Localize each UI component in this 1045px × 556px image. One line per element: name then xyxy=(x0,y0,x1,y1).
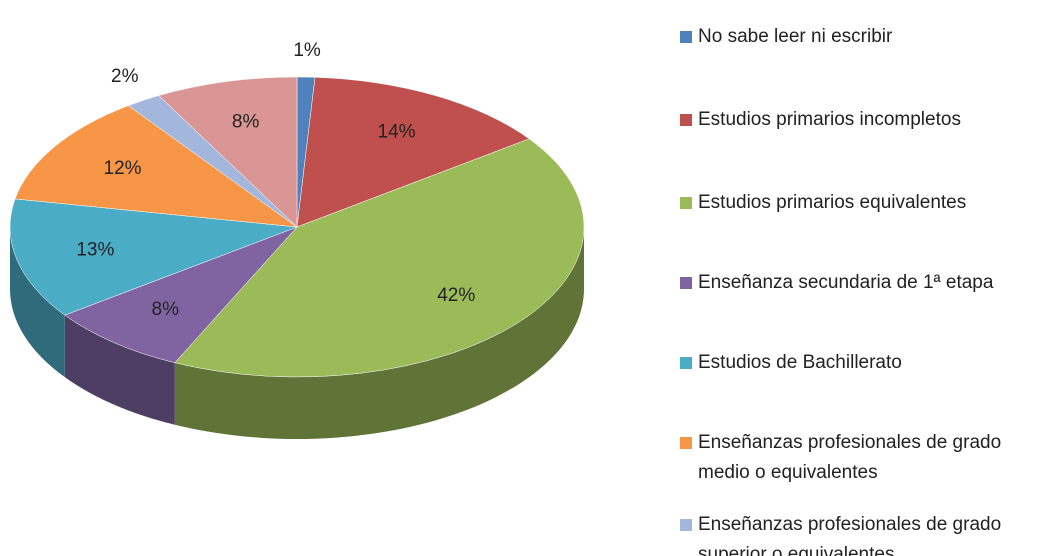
legend-label: Estudios primarios incompletos xyxy=(698,109,961,130)
legend-label: Estudios primarios equivalentes xyxy=(698,192,967,213)
slice xyxy=(9,198,298,316)
legend-item: No sabe leer ni escribir xyxy=(680,22,1035,52)
legend-item: Estudios primarios equivalentes xyxy=(680,188,1035,218)
legend-swatch xyxy=(680,277,692,289)
slice xyxy=(14,105,298,228)
data-label: 13% xyxy=(76,240,114,261)
legend-swatch xyxy=(680,114,692,126)
legend-item: Enseñanzas profesionales de grado superi… xyxy=(680,510,1035,556)
legend-item: Enseñanzas profesionales de grado medio … xyxy=(680,428,1035,488)
slice xyxy=(64,226,298,364)
legend-label: Estudios de Bachillerato xyxy=(698,352,902,373)
data-label: 8% xyxy=(152,299,180,320)
legend-item: Enseñanza secundaria de 1ª etapa xyxy=(680,268,1035,298)
legend-label: Enseñanza secundaria de 1ª etapa xyxy=(698,272,994,293)
legend-swatch xyxy=(680,437,692,449)
slice-side xyxy=(64,315,175,425)
data-label: 14% xyxy=(378,121,416,142)
legend-item: Estudios primarios incompletos xyxy=(680,105,1035,135)
data-label: 8% xyxy=(232,111,260,132)
data-label: 12% xyxy=(104,158,142,179)
legend-swatch xyxy=(680,357,692,369)
slice xyxy=(174,138,585,378)
slice xyxy=(296,77,530,228)
slice-side xyxy=(174,227,585,439)
legend-swatch xyxy=(680,197,692,209)
pie-plot: 1% 14% 42% 8% 13% 12% 2% 8% xyxy=(9,40,585,439)
data-label: 2% xyxy=(111,66,139,87)
legend-swatch xyxy=(680,519,692,531)
slice xyxy=(158,76,298,228)
data-label: 1% xyxy=(293,40,321,61)
data-label: 42% xyxy=(437,285,475,306)
legend-swatch xyxy=(680,31,692,43)
legend-item: Estudios de Bachillerato xyxy=(680,348,1035,378)
legend-label: Enseñanzas profesionales de grado superi… xyxy=(698,514,1002,556)
legend-label: No sabe leer ni escribir xyxy=(698,26,893,47)
slice-side xyxy=(10,227,65,378)
legend-label: Enseñanzas profesionales de grado medio … xyxy=(698,432,1002,483)
